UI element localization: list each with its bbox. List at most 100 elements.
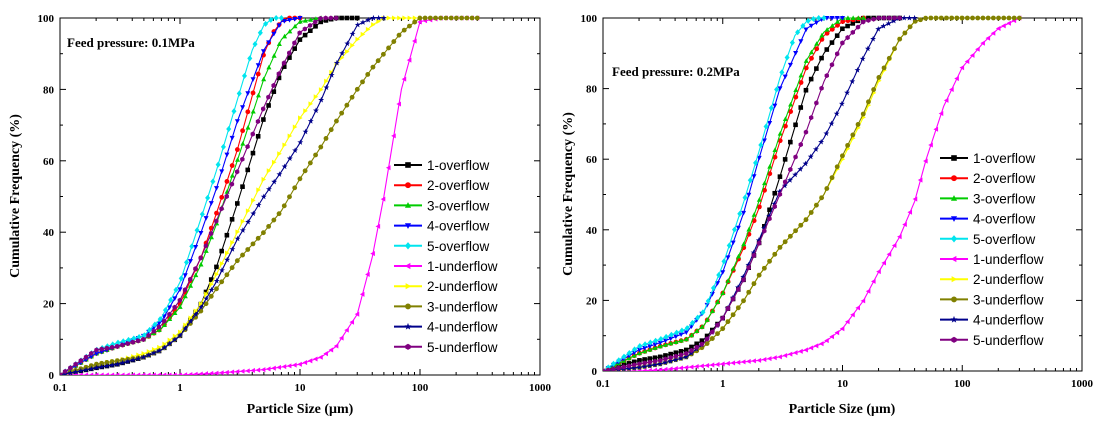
data-point [970,15,975,21]
data-point [99,360,105,366]
data-point [219,261,225,267]
legend-entry: 5-underflow [940,333,1044,348]
data-point [375,58,381,64]
data-point [224,256,231,263]
data-point [774,86,780,93]
data-point [990,30,996,36]
data-point [292,124,298,130]
data-point [287,28,293,34]
data-point [208,234,214,240]
legend-marker [404,262,411,270]
data-point [229,181,235,187]
data-point [268,16,274,23]
data-point [642,345,648,351]
data-point [187,318,194,324]
data-point [328,127,334,133]
data-point [725,306,731,312]
data-point [668,355,673,361]
data-point [897,36,903,42]
x-tick-label: 1000 [529,382,552,394]
data-point [647,347,653,352]
series-5-overflow [60,15,284,375]
data-point [151,372,156,375]
data-point [203,301,209,307]
data-point [789,39,795,46]
data-point [662,338,669,344]
data-point [93,364,100,371]
data-point [647,344,653,349]
data-point [653,337,659,344]
data-point [784,54,790,61]
data-point [292,46,297,51]
data-point [229,217,235,222]
data-point [370,64,376,70]
data-point [271,82,276,88]
data-point [287,50,292,56]
data-point [663,333,669,340]
legend-entry: 5-underflow [394,340,498,355]
data-point [240,184,245,189]
data-point [318,96,325,103]
data-point [855,305,860,311]
data-point [798,72,804,78]
data-point [292,17,298,22]
data-point [782,157,788,162]
data-point [795,29,801,36]
data-point [125,341,130,347]
data-point [302,360,308,366]
data-point [793,154,798,160]
data-point [809,55,814,61]
data-point [261,176,267,182]
data-point [349,94,355,100]
data-point [855,15,861,20]
data-point [772,251,778,257]
data-point [969,52,975,58]
data-point [172,304,177,310]
data-point [767,164,773,169]
legend-marker [405,182,411,189]
data-point [63,368,68,374]
data-point [226,126,232,133]
data-point [771,200,778,207]
data-point [840,153,845,159]
data-point [689,319,695,326]
data-point [146,332,151,339]
data-point [887,15,892,21]
data-point [943,97,949,103]
data-point [756,240,762,246]
data-point [756,204,762,210]
data-point [663,356,668,362]
data-point [819,195,825,201]
data-point [807,153,814,160]
data-point [715,299,721,305]
series-5-underflow [603,15,902,371]
data-point [747,177,753,184]
data-point [214,218,219,224]
data-point [626,353,632,359]
data-point [203,243,209,249]
data-point [271,217,277,223]
data-point [328,15,334,21]
data-point [287,194,292,200]
data-point [281,60,287,66]
legend-label: 2-overflow [973,171,1036,186]
data-point [130,372,135,375]
data-point [808,76,814,82]
data-point [772,147,778,153]
data-point [814,66,819,71]
data-point [641,368,647,371]
legend-label: 3-underflow [427,299,498,314]
data-point [813,202,819,208]
data-point [380,14,387,21]
data-point [271,89,277,94]
data-point [60,372,63,375]
data-point [344,40,351,47]
data-point [213,277,220,284]
legend-entry: 4-underflow [394,320,498,335]
data-point [844,89,851,96]
legend-entry: 1-underflow [394,259,498,274]
data-point [208,370,214,375]
data-point [855,122,861,127]
data-point [673,353,679,359]
